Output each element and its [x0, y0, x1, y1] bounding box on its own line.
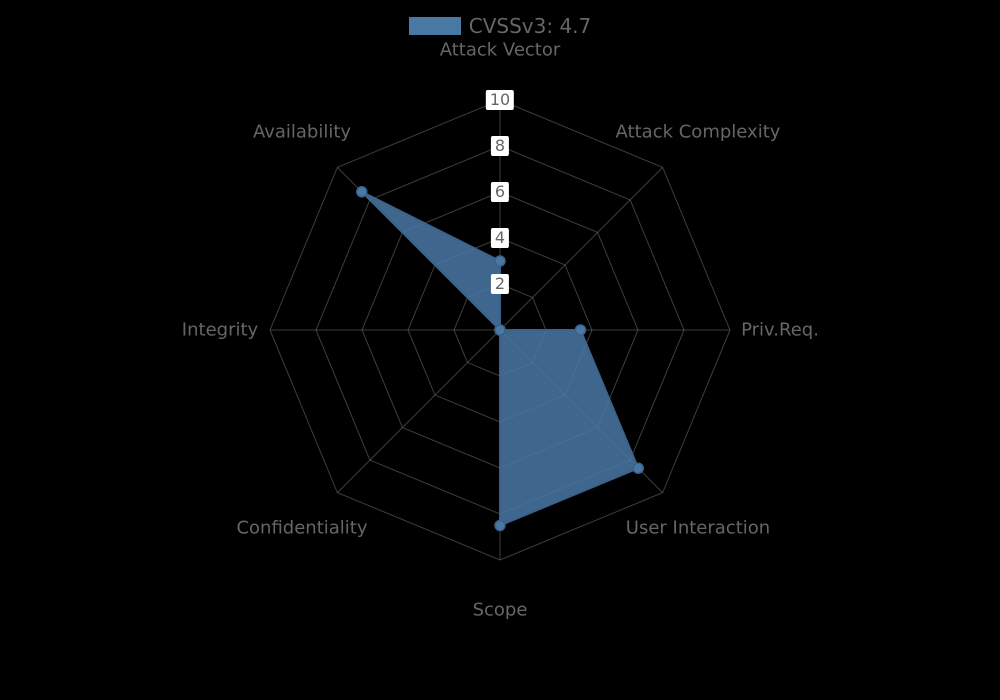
axis-label: Attack Vector — [440, 40, 561, 61]
tick-label: 8 — [491, 136, 509, 156]
axis-label: Integrity — [182, 320, 258, 341]
tick-label: 4 — [491, 228, 509, 248]
axis-label: User Interaction — [626, 517, 770, 538]
axis-label: Scope — [473, 600, 528, 621]
radar-chart-container: CVSSv3: 4.7 Attack VectorAttack Complexi… — [0, 0, 1000, 700]
tick-label: 6 — [491, 182, 509, 202]
axis-label: Attack Complexity — [616, 122, 781, 143]
axis-label: Availability — [253, 122, 351, 143]
tick-label: 2 — [491, 274, 509, 294]
axis-label: Confidentiality — [236, 517, 367, 538]
axis-label: Priv.Req. — [741, 320, 819, 341]
tick-label: 10 — [486, 90, 514, 110]
